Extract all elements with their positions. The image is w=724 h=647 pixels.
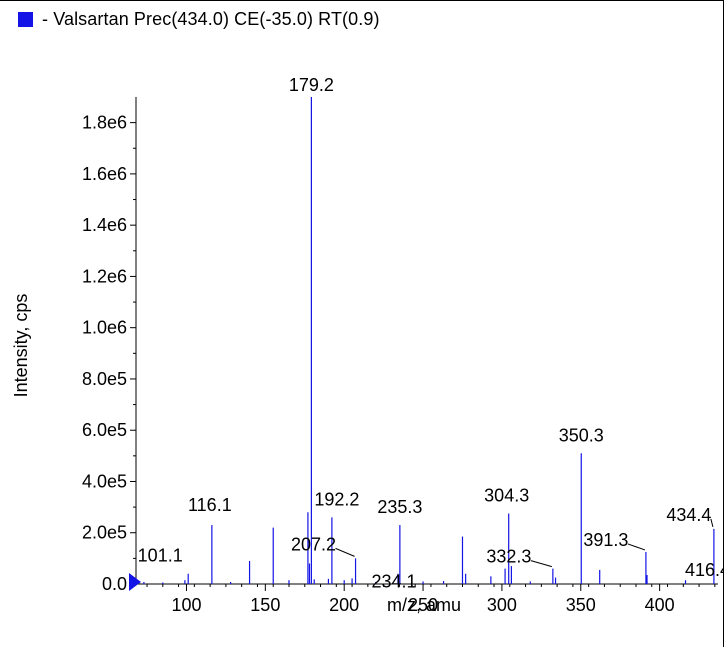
peak-label: 179.2 xyxy=(289,75,334,95)
x-tick-label: 200 xyxy=(329,595,359,615)
peak-label: 207.2 xyxy=(291,534,336,554)
peak-label: 235.3 xyxy=(377,497,422,517)
peak-label: 101.1 xyxy=(138,546,183,566)
peak-label: 192.2 xyxy=(314,489,359,509)
y-axis-title: Intensity, cps xyxy=(11,294,31,398)
legend-swatch xyxy=(18,12,33,27)
peak-label: 332.3 xyxy=(486,547,531,567)
y-tick-label: 1.2e6 xyxy=(82,266,127,286)
peak-label: 350.3 xyxy=(559,425,604,445)
y-tick-label: 2.0e5 xyxy=(82,523,127,543)
peak-label-leader xyxy=(335,547,355,557)
baseline-marker-icon xyxy=(129,573,141,591)
x-tick-label: 250 xyxy=(408,595,438,615)
x-tick-label: 150 xyxy=(250,595,280,615)
y-tick-label: 1.0e6 xyxy=(82,318,127,338)
y-tick-label: 8.0e5 xyxy=(82,369,127,389)
x-axis-title: m/z, amu xyxy=(387,595,461,615)
peak-label: 391.3 xyxy=(583,530,628,550)
peak-label-leader xyxy=(710,518,714,528)
peak-label: 434.4 xyxy=(666,505,711,525)
y-tick-label: 0.0 xyxy=(102,574,127,594)
legend-label: - Valsartan Prec(434.0) CE(-35.0) RT(0.9… xyxy=(42,9,380,29)
peak-label: 304.3 xyxy=(484,486,529,506)
chart-legend: - Valsartan Prec(434.0) CE(-35.0) RT(0.9… xyxy=(18,9,380,30)
x-tick-label: 350 xyxy=(566,595,596,615)
peak-label: 116.1 xyxy=(188,495,232,515)
y-tick-label: 1.6e6 xyxy=(82,164,127,184)
peak-label-leader xyxy=(530,560,553,568)
y-tick-label: 4.0e5 xyxy=(82,471,127,491)
y-tick-label: 1.4e6 xyxy=(82,215,127,235)
y-tick-label: 6.0e5 xyxy=(82,420,127,440)
frame-top-border xyxy=(0,0,724,1)
peak-label: 416.4 xyxy=(685,560,724,580)
peak-label: 234.1 xyxy=(371,572,416,592)
x-tick-label: 300 xyxy=(487,595,517,615)
x-tick-label: 400 xyxy=(645,595,675,615)
peak-label-leader xyxy=(627,543,646,551)
y-tick-label: 1.8e6 xyxy=(82,113,127,133)
x-tick-label: 100 xyxy=(171,595,201,615)
